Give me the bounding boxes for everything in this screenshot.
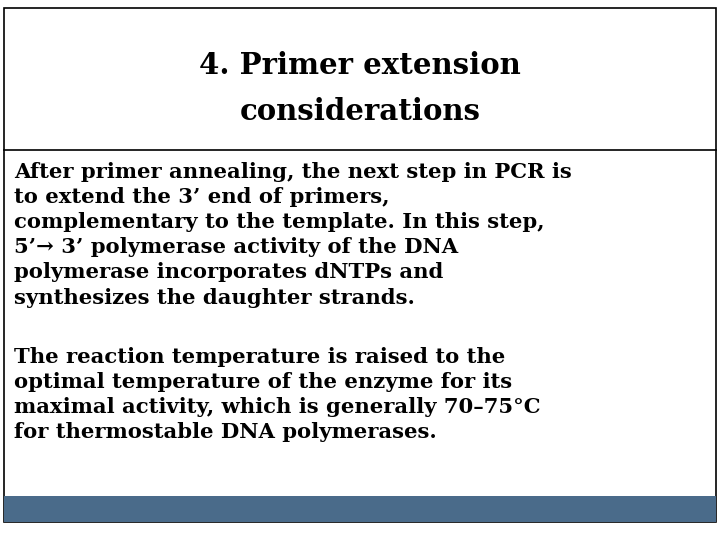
Text: 4. Primer extension: 4. Primer extension — [199, 51, 521, 79]
Bar — [4, 496, 716, 522]
Text: The reaction temperature is raised to the
optimal temperature of the enzyme for : The reaction temperature is raised to th… — [14, 347, 541, 442]
Text: After primer annealing, the next step in PCR is
to extend the 3’ end of primers,: After primer annealing, the next step in… — [14, 162, 572, 308]
Text: considerations: considerations — [240, 98, 480, 126]
